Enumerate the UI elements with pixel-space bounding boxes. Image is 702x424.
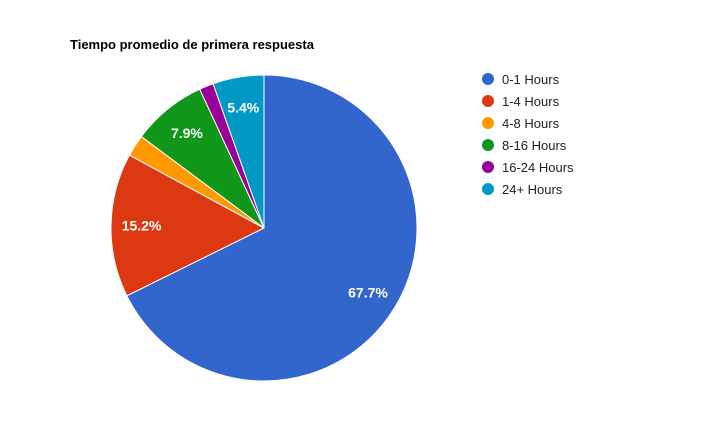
pie-slice-value-label-1-4-hours: 15.2% — [122, 218, 162, 234]
pie-slice-0-1-hours[interactable] — [126, 74, 418, 382]
legend-item-4-8-hours: 4-8 Hours — [482, 112, 574, 134]
legend-label-0-1-hours: 0-1 Hours — [502, 71, 560, 87]
legend-label-4-8-hours: 4-8 Hours — [502, 115, 560, 131]
pie-slice-value-label-0-1-hours: 67.7% — [348, 285, 388, 301]
chart-title: Tiempo promedio de primera respuesta — [70, 37, 314, 52]
pie-slice-value-label-8-16-hours: 7.9% — [171, 125, 203, 141]
legend-item-16-24-hours: 16-24 Hours — [482, 156, 574, 178]
legend-swatch-icon-8-16-hours — [482, 139, 494, 151]
legend-swatch-icon-1-4-hours — [482, 95, 494, 107]
legend: 0-1 Hours 1-4 Hours 4-8 Hours 8-16 Hours 16-… — [482, 68, 574, 200]
legend-item-24-hours: 24+ Hours — [482, 178, 574, 200]
legend-label-16-24-hours: 16-24 Hours — [502, 159, 574, 175]
legend-swatch-icon-24-hours — [482, 183, 494, 195]
legend-label-1-4-hours: 1-4 Hours — [502, 93, 560, 109]
legend-item-1-4-hours: 1-4 Hours — [482, 90, 574, 112]
legend-item-8-16-hours: 8-16 Hours — [482, 134, 574, 156]
pie-slice-value-label-24-hours: 5.4% — [227, 99, 259, 115]
legend-label-24-hours: 24+ Hours — [502, 181, 563, 197]
pie-slice-1-4-hours[interactable] — [110, 154, 265, 297]
legend-label-8-16-hours: 8-16 Hours — [502, 137, 567, 153]
legend-swatch-icon-4-8-hours — [482, 117, 494, 129]
pie-slice-24-hours[interactable] — [212, 74, 265, 229]
legend-item-0-1-hours: 0-1 Hours — [482, 68, 574, 90]
legend-swatch-icon-0-1-hours — [482, 73, 494, 85]
legend-swatch-icon-16-24-hours — [482, 161, 494, 173]
